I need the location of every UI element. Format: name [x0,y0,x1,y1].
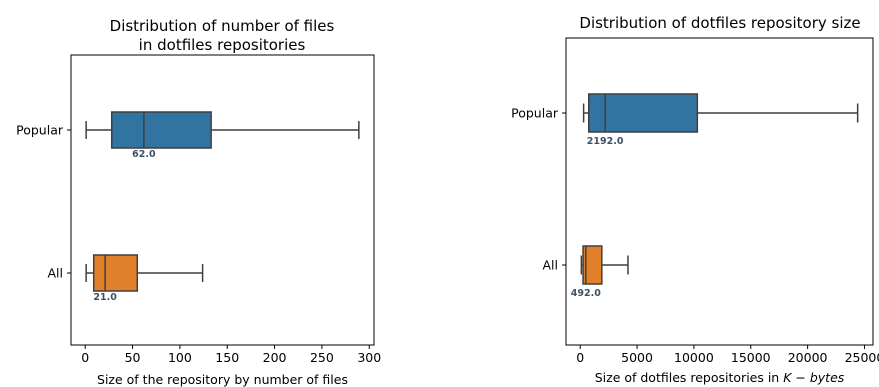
chart-title-line: in dotfiles repositories [139,36,306,54]
median-label: 21.0 [93,292,117,303]
iqr-box [92,254,139,292]
x-tick-label: 20000 [788,350,828,365]
x-tick-label: 100 [168,350,192,365]
x-axis-label-math: K − bytes [783,370,845,385]
x-tick-label: 300 [357,350,381,365]
box-all: 21.0 [85,254,204,303]
box-popular: 2192.0 [582,93,859,147]
x-tick-label: 0 [81,350,89,365]
x-tick-label: 10000 [674,350,714,365]
chart-title: Distribution of dotfiles repository size [579,14,860,32]
median-label: 492.0 [571,288,601,299]
x-axis-label: Size of the repository by number of file… [97,372,348,387]
x-tick-label: 25000 [845,350,879,365]
box-all: 492.0 [571,245,629,299]
x-tick-label: 5000 [621,350,653,365]
x-tick-label: 150 [215,350,239,365]
x-axis-label: Size of dotfiles repositories in K − byt… [595,370,845,385]
x-tick-label: 0 [576,350,584,365]
y-tick-label: All [543,258,559,273]
chart-2: Distribution of dotfiles repository size… [511,14,879,385]
plot-frame [70,54,375,346]
median-label: 2192.0 [587,136,624,147]
x-tick-label: 250 [310,350,334,365]
x-tick-label: 50 [125,350,141,365]
plot-frame [565,37,874,346]
y-tick-label: Popular [16,123,64,138]
iqr-box [110,111,212,149]
iqr-box [587,93,699,133]
iqr-box [582,245,603,285]
chart-1: Distribution of number of files in dotfil… [16,17,381,387]
chart-title-line: Distribution of number of files [110,17,335,35]
x-tick-label: 15000 [731,350,771,365]
box-popular: 62.0 [85,111,360,160]
x-axis-label-text: Size of the repository by number of file… [97,372,348,387]
y-tick-label: Popular [511,106,559,121]
chart-title: Distribution of number of files in dotfil… [110,17,335,54]
x-tick-label: 200 [263,350,287,365]
y-tick-label: All [48,266,64,281]
x-axis-label-text: Size of dotfiles repositories in [595,370,784,385]
median-label: 62.0 [132,149,156,160]
chart-title-line: Distribution of dotfiles repository size [579,14,860,32]
